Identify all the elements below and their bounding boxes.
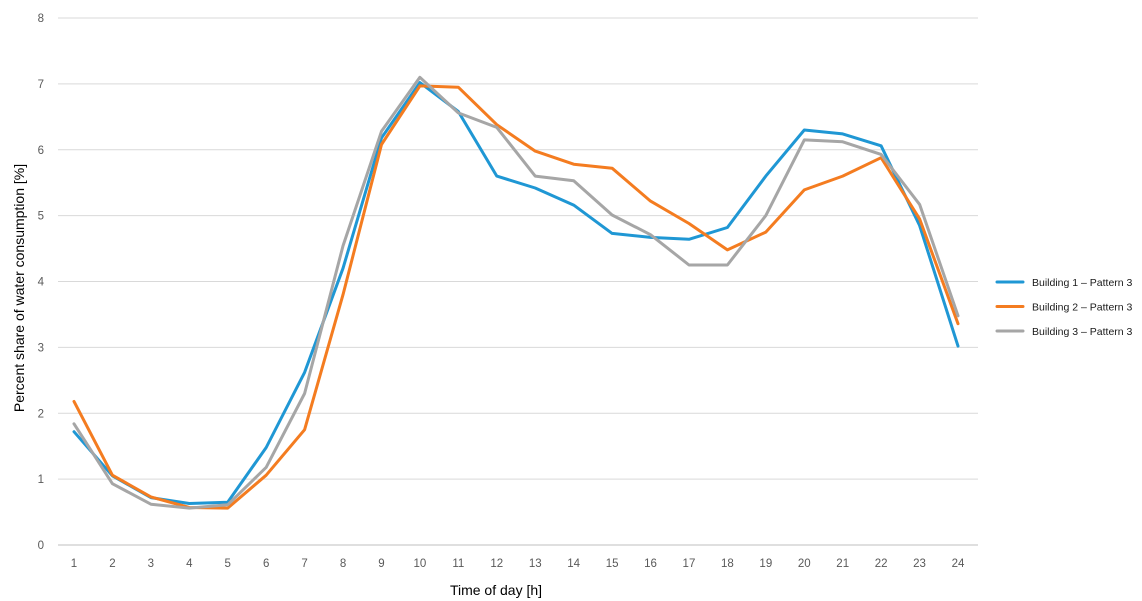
x-tick-label: 13: [529, 558, 542, 570]
x-tick-label: 15: [606, 558, 619, 570]
legend-item-building-2: Building 2 – Pattern 3: [995, 302, 1133, 314]
y-tick-label: 5: [38, 211, 44, 223]
y-tick-label: 1: [38, 474, 44, 486]
x-tick-label: 8: [340, 558, 346, 570]
x-tick-label: 6: [263, 558, 269, 570]
x-tick-label: 23: [913, 558, 926, 570]
y-tick-label: 3: [38, 342, 44, 354]
x-axis-title: Time of day [h]: [450, 582, 542, 598]
y-tick-label: 2: [38, 408, 44, 420]
x-tick-label: 24: [952, 558, 965, 570]
x-tick-label: 22: [875, 558, 888, 570]
x-tick-label: 18: [721, 558, 734, 570]
x-tick-label: 9: [378, 558, 384, 570]
x-tick-label: 10: [414, 558, 427, 570]
series-lines: [72, 75, 960, 510]
legend-item-building-3: Building 3 – Pattern 3: [995, 326, 1133, 338]
legend-item-building-1: Building 1 – Pattern 3: [995, 277, 1133, 289]
x-tick-label: 2: [109, 558, 115, 570]
x-tick-label: 20: [798, 558, 811, 570]
y-tick-label: 6: [38, 145, 44, 157]
x-tick-label: 16: [644, 558, 657, 570]
y-axis-ticks: 0 1 2 3 4 5 6 7 8: [38, 13, 45, 552]
x-tick-label: 11: [452, 558, 464, 570]
legend-label: Building 2 – Pattern 3: [1032, 302, 1133, 314]
series-line-building-2: [72, 84, 960, 510]
x-tick-label: 17: [683, 558, 696, 570]
x-tick-label: 4: [186, 558, 193, 570]
y-tick-label: 8: [38, 13, 44, 25]
series-line-building-3: [72, 75, 960, 510]
x-tick-label: 3: [148, 558, 154, 570]
y-tick-label: 4: [38, 277, 45, 289]
x-tick-label: 14: [567, 558, 580, 570]
y-tick-label: 0: [38, 540, 44, 552]
x-tick-label: 12: [490, 558, 503, 570]
y-tick-label: 7: [38, 79, 44, 91]
legend: Building 1 – Pattern 3 Building 2 – Patte…: [995, 277, 1133, 338]
x-axis-ticks: 1 2 3 4 5 6 7 8 9 10 11 12 13 14 15 16 17 18 19 20 21 22 23 24: [71, 558, 965, 570]
legend-label: Building 1 – Pattern 3: [1032, 277, 1133, 289]
y-axis-title: Percent share of water consumption [%]: [11, 164, 27, 412]
legend-label: Building 3 – Pattern 3: [1032, 326, 1133, 338]
x-tick-label: 1: [71, 558, 77, 570]
grid: [58, 17, 978, 546]
x-tick-label: 7: [301, 558, 307, 570]
x-tick-label: 19: [759, 558, 772, 570]
x-tick-label: 5: [225, 558, 231, 570]
series-line-building-1: [72, 81, 960, 505]
x-tick-label: 21: [836, 558, 849, 570]
